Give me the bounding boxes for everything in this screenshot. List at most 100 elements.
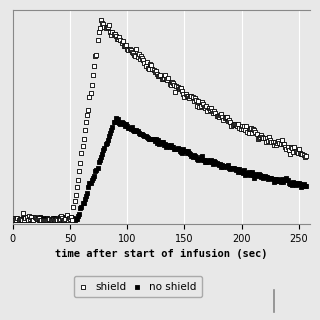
no shield xyxy=(217,161,222,166)
no shield xyxy=(72,218,77,223)
no shield xyxy=(179,150,184,155)
no shield xyxy=(25,214,30,219)
shield xyxy=(140,55,145,60)
no shield xyxy=(207,159,212,164)
shield xyxy=(179,85,184,90)
no shield xyxy=(295,182,300,187)
no shield xyxy=(123,124,128,129)
shield xyxy=(236,122,241,127)
no shield xyxy=(44,216,50,221)
no shield xyxy=(172,147,177,152)
no shield xyxy=(57,215,62,220)
shield xyxy=(266,139,271,144)
no shield xyxy=(158,140,163,146)
no shield xyxy=(280,180,285,185)
shield xyxy=(127,46,132,52)
no shield xyxy=(18,216,23,221)
shield xyxy=(109,33,114,38)
no shield xyxy=(254,173,259,178)
shield xyxy=(209,108,214,113)
shield xyxy=(251,127,256,132)
shield xyxy=(117,35,122,40)
shield xyxy=(58,214,63,219)
no shield xyxy=(119,119,124,124)
no shield xyxy=(148,137,153,142)
no shield xyxy=(104,140,109,145)
no shield xyxy=(263,175,268,180)
shield xyxy=(254,132,259,137)
shield xyxy=(263,139,268,144)
no shield xyxy=(167,145,172,150)
shield xyxy=(44,218,49,223)
shield xyxy=(144,60,149,65)
shield xyxy=(272,139,277,144)
shield xyxy=(76,178,81,183)
shield xyxy=(25,218,30,223)
shield xyxy=(192,95,197,100)
shield xyxy=(123,43,128,48)
shield xyxy=(255,136,260,141)
shield xyxy=(158,72,163,77)
no shield xyxy=(124,121,129,126)
shield xyxy=(56,218,61,223)
shield xyxy=(228,119,233,124)
shield xyxy=(152,69,157,75)
shield xyxy=(252,127,257,132)
no shield xyxy=(175,146,180,151)
shield xyxy=(242,124,247,129)
no shield xyxy=(88,181,93,186)
no shield xyxy=(163,142,168,147)
no shield xyxy=(184,151,189,156)
shield xyxy=(220,114,225,119)
shield xyxy=(264,135,269,140)
shield xyxy=(267,135,272,140)
no shield xyxy=(89,178,94,183)
no shield xyxy=(298,182,303,187)
shield xyxy=(113,34,118,39)
no shield xyxy=(267,175,272,180)
no shield xyxy=(274,179,279,184)
shield xyxy=(125,47,130,52)
shield xyxy=(150,66,155,71)
no shield xyxy=(108,131,113,136)
shield xyxy=(240,126,245,131)
shield xyxy=(151,68,156,73)
no shield xyxy=(288,181,293,187)
shield xyxy=(80,144,85,149)
no shield xyxy=(205,158,210,163)
shield xyxy=(10,215,15,220)
shield xyxy=(215,114,220,119)
shield xyxy=(161,75,166,80)
shield xyxy=(200,101,205,106)
shield xyxy=(270,140,275,145)
no shield xyxy=(113,116,118,121)
no shield xyxy=(60,215,65,220)
shield xyxy=(119,41,124,46)
shield xyxy=(223,115,228,120)
shield xyxy=(298,150,303,156)
shield xyxy=(149,62,154,68)
shield xyxy=(132,53,137,58)
shield xyxy=(104,24,109,29)
shield xyxy=(60,217,66,222)
no shield xyxy=(68,215,74,220)
no shield xyxy=(198,155,203,160)
no shield xyxy=(50,215,55,220)
no shield xyxy=(279,176,284,181)
no shield xyxy=(258,172,263,178)
shield xyxy=(73,193,78,198)
no shield xyxy=(150,136,155,141)
no shield xyxy=(142,133,147,139)
shield xyxy=(296,147,301,152)
no shield xyxy=(290,183,295,188)
shield xyxy=(253,129,258,134)
shield xyxy=(133,53,138,58)
no shield xyxy=(126,125,131,130)
shield xyxy=(145,65,150,70)
shield xyxy=(171,80,176,85)
shield xyxy=(180,89,185,94)
no shield xyxy=(292,181,297,186)
shield xyxy=(189,93,194,99)
shield xyxy=(303,153,308,158)
no shield xyxy=(133,129,138,134)
